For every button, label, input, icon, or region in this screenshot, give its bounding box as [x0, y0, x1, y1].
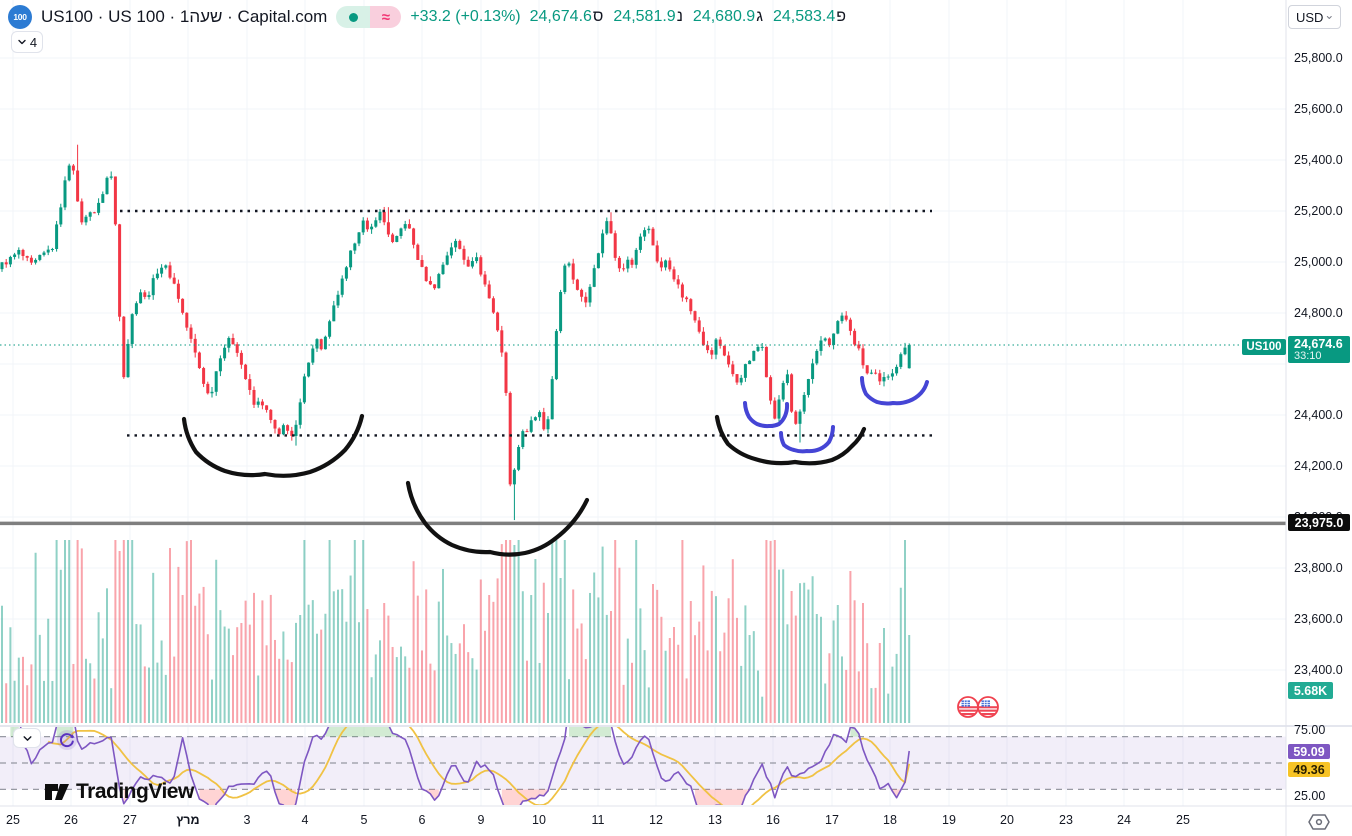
bar-countdown: 33:10	[1294, 349, 1322, 362]
rsi-scale-upper: 75.00	[1294, 723, 1326, 737]
price-axis-label: 25,600.0	[1294, 102, 1343, 116]
approx-icon: ≈	[381, 8, 390, 26]
rsi-scale-lower: 25.00	[1294, 789, 1326, 803]
chevron-down-icon	[22, 735, 32, 741]
rsi-ma-line	[47, 727, 911, 805]
indicators-count: 4	[29, 34, 38, 50]
price-axis-label: 24,400.0	[1294, 408, 1343, 422]
time-axis-label: 5	[360, 813, 368, 827]
low-value: 24,581.9 נ	[613, 8, 683, 25]
indicators-collapse-button[interactable]: 4	[11, 31, 43, 53]
us-flag-icon	[958, 697, 978, 717]
time-axis-label: 19	[942, 813, 956, 827]
economic-events-us-flag-icons[interactable]	[956, 694, 1002, 720]
current-price-badge: 24,674.6 33:10	[1288, 336, 1350, 363]
candles	[0, 144, 911, 521]
time-axis-label: 4	[301, 813, 309, 827]
market-status-pills[interactable]: ≈	[336, 6, 402, 28]
us-flag-icon	[978, 697, 998, 717]
axis-settings-icon[interactable]	[1306, 812, 1332, 832]
level-price-badge: 23,975.0	[1288, 514, 1350, 531]
drawn-blue-arc	[743, 401, 790, 429]
time-axis-label: 9	[477, 813, 485, 827]
rsi-pane-collapse-button[interactable]	[13, 728, 41, 748]
chevron-down-icon	[18, 39, 26, 45]
time-axis-label: 23	[1059, 813, 1073, 827]
time-axis-label: מרץ	[176, 813, 200, 827]
time-axis-label: 10	[532, 813, 546, 827]
high-value: 24,680.9 ג	[692, 8, 763, 25]
price-axis-label: 25,200.0	[1294, 204, 1343, 218]
rsi-ma-value-badge: 49.36	[1288, 762, 1330, 777]
drawn-black-arc	[405, 480, 590, 557]
price-change-text: +33.2 (+0.13%)	[410, 8, 521, 25]
symbol-price-line-label: US100	[1242, 339, 1286, 355]
time-axis-label: 17	[825, 813, 839, 827]
ohlc-values: 24,674.6 ס 24,581.9 נ 24,680.9 ג 24,583.4 פ	[530, 8, 846, 26]
price-axis-label: 25,000.0	[1294, 255, 1343, 269]
market-open-status-icon[interactable]	[336, 6, 371, 28]
symbol-legend[interactable]: 100 US100 · US 100 · 1שעה · Capital.com …	[8, 5, 846, 29]
time-axis-label: 20	[1000, 813, 1014, 827]
time-axis-label: 26	[64, 813, 78, 827]
price-axis-label: 24,200.0	[1294, 459, 1343, 473]
rsi-line	[19, 727, 910, 805]
price-axis-label: 23,600.0	[1294, 612, 1343, 626]
chevron-down-icon	[1327, 15, 1333, 19]
time-axis-label: 25	[1176, 813, 1190, 827]
price-axis-label: 23,400.0	[1294, 663, 1343, 677]
time-axis-label: 6	[418, 813, 426, 827]
drawn-blue-arc	[860, 376, 929, 406]
time-axis-label: 27	[123, 813, 137, 827]
tradingview-logo[interactable]: TradingView	[44, 779, 194, 805]
time-axis-label: 25	[6, 813, 20, 827]
open-value: 24,583.4 פ	[772, 8, 847, 25]
rsi-loading-refresh-icon[interactable]	[56, 729, 78, 751]
currency-label: USD	[1296, 9, 1324, 25]
price-axis-label: 25,400.0	[1294, 153, 1343, 167]
rsi-plot	[10, 727, 911, 805]
volume-bars	[1, 540, 911, 723]
tradingview-logo-text: TradingView	[76, 780, 194, 803]
price-axis-label: 24,800.0	[1294, 306, 1343, 320]
tradingview-logo-icon	[45, 784, 69, 800]
time-axis-label: 11	[591, 813, 605, 827]
drawn-black-arc	[714, 414, 867, 466]
currency-dropdown[interactable]: USD	[1288, 5, 1341, 29]
time-axis-label: 24	[1117, 813, 1131, 827]
current-price-value: 24,674.6	[1294, 336, 1343, 351]
time-axis-label: 3	[243, 813, 251, 827]
drawn-blue-arc	[779, 425, 835, 454]
time-axis-label: 12	[649, 813, 663, 827]
volume-value-badge: 5.68K	[1288, 682, 1333, 699]
drawn-black-arc	[181, 413, 365, 478]
time-axis-label: 18	[883, 813, 897, 827]
close-value: 24,674.6 ס	[529, 8, 604, 25]
price-axis-label: 25,800.0	[1294, 51, 1343, 65]
price-axis-label: 23,800.0	[1294, 561, 1343, 575]
rsi-value-badge: 59.09	[1288, 744, 1330, 759]
time-axis-label: 16	[766, 813, 780, 827]
symbol-title[interactable]: US100 · US 100 · 1שעה · Capital.com	[41, 7, 328, 26]
green-dot-icon	[348, 12, 358, 22]
derived-data-icon[interactable]: ≈	[370, 6, 402, 28]
symbol-logo-icon: 100	[8, 5, 32, 29]
time-axis-label: 13	[708, 813, 722, 827]
